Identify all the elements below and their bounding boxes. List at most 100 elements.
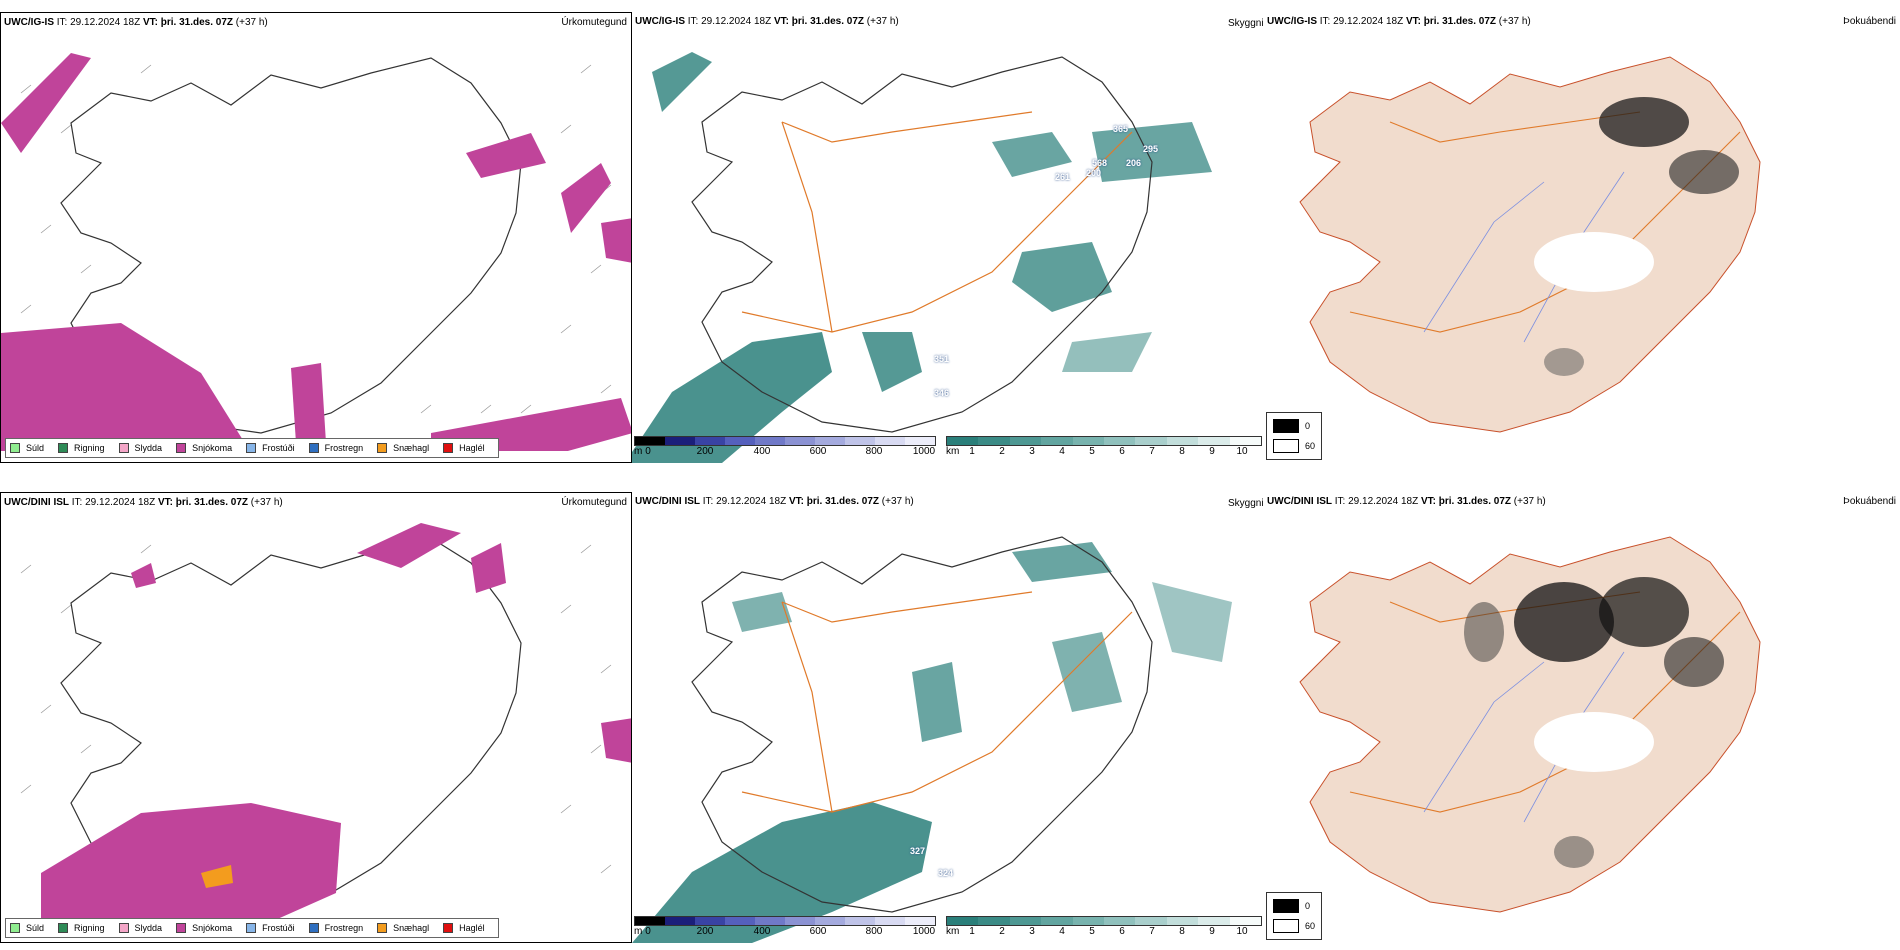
fog-legend-row: 60 — [1273, 439, 1315, 453]
legend-swatch — [118, 923, 129, 933]
tick-label: 5 — [1089, 926, 1095, 937]
legend-label: Haglél — [459, 443, 485, 453]
fog-map — [1299, 536, 1761, 913]
visibility-bar — [946, 916, 1262, 926]
iceland-coastline — [60, 57, 522, 434]
precip-legend: Súld Rigning Slydda Snjókoma Frostúði Fr… — [5, 918, 499, 938]
legend-swatch — [58, 923, 69, 933]
panel-title: Úrkomutegund — [561, 497, 627, 508]
legend-label: Snjókoma — [192, 443, 233, 453]
legend-swatch — [377, 923, 388, 933]
model-name: UWC/IG-IS — [635, 16, 685, 27]
legend-item-snow-pellets: Snæhagl — [377, 443, 429, 453]
river-network — [1423, 171, 1625, 343]
panel-header: UWC/IG-IS IT: 29.12.2024 18Z VT: þri. 31… — [635, 16, 899, 27]
vt-label: VT: — [157, 497, 173, 508]
fog-legend-row: 60 — [1273, 919, 1315, 933]
precip-type-panel: UWC/DINI ISL IT: 29.12.2024 18Z VT: þri.… — [0, 492, 632, 943]
legend-label: Frostúði — [262, 443, 295, 453]
fog-legend-row: 0 — [1273, 419, 1310, 433]
legend-item-drizzle: Súld — [10, 443, 44, 453]
tick-label: 7 — [1149, 446, 1155, 457]
vt-value: þri. 31.des. 07Z — [806, 496, 880, 507]
legend-swatch — [176, 443, 187, 453]
legend-label: Haglél — [459, 923, 485, 933]
legend-item-hail: Haglél — [443, 443, 485, 453]
legend-label: Súld — [26, 923, 45, 933]
iceland-land — [1299, 56, 1761, 433]
it-label: IT: — [1319, 16, 1331, 27]
legend-label: Frostregn — [324, 923, 364, 933]
tick-label: 200 — [696, 926, 714, 937]
cloud-label: 365 — [1113, 124, 1129, 134]
cloud-base-ticks: m 0 200 400 600 800 1000 — [634, 926, 936, 938]
legend-label: Frostúði — [262, 923, 295, 933]
cloud-visibility-panel: UWC/IG-IS IT: 29.12.2024 18Z VT: þri. 31… — [632, 12, 1264, 463]
legend-item-drizzle: Súld — [10, 923, 44, 933]
cloud-label: 206 — [1126, 158, 1142, 168]
panel-header: UWC/IG-IS IT: 29.12.2024 18Z VT: þri. 31… — [4, 17, 268, 28]
legend-item-freezing-drizzle: Frostúði — [246, 443, 295, 453]
river-network — [1423, 651, 1625, 823]
legend-swatch — [176, 923, 187, 933]
it-value: 29.12.2024 18Z — [85, 497, 156, 508]
vt-value: þri. 31.des. 07Z — [175, 497, 249, 508]
it-label: IT: — [56, 17, 68, 28]
visibility-bar — [946, 436, 1262, 446]
tick-label: 9 — [1209, 926, 1215, 937]
fog-indicator-panel: UWC/IG-IS IT: 29.12.2024 18Z VT: þri. 31… — [1264, 12, 1900, 463]
fog-legend-swatch — [1273, 419, 1299, 433]
legend-label: Rigning — [74, 923, 105, 933]
vt-label: VT: — [773, 16, 789, 27]
legend-swatch — [308, 443, 319, 453]
iceland-coastline — [691, 536, 1153, 913]
panel-title: Þokuábendi — [1843, 16, 1896, 27]
cloud-base-unit: m — [634, 446, 643, 457]
tick-label: 10 — [1236, 446, 1248, 457]
tick-label: 7 — [1149, 926, 1155, 937]
tick-label: 1000 — [912, 446, 936, 457]
model-name: UWC/IG-IS — [4, 17, 54, 28]
fog-legend-swatch — [1273, 919, 1299, 933]
precip-legend: Súld Rigning Slydda Snjókoma Frostúði Fr… — [5, 438, 499, 458]
visibility-scale: km 1 2 3 4 5 6 7 8 9 10 — [946, 916, 1262, 938]
legend-item-sleet: Slydda — [118, 443, 162, 453]
tick-label: 8 — [1179, 446, 1185, 457]
cloud-label: 568 — [1092, 158, 1108, 168]
fog-legend: 0 60 — [1266, 412, 1322, 460]
tick-label: 1000 — [912, 926, 936, 937]
cloud-base-ticks: m 0 200 400 600 800 1000 — [634, 446, 936, 458]
tick-label: 5 — [1089, 446, 1095, 457]
fog-legend: 0 60 — [1266, 892, 1322, 940]
cloud-base-scale: m 0 200 400 600 800 1000 — [634, 916, 936, 938]
wind-barbs — [20, 64, 612, 414]
fog-legend-label: 60 — [1305, 441, 1316, 451]
visibility-unit: km — [946, 926, 960, 937]
vt-label: VT: — [1420, 496, 1436, 507]
fog-legend-swatch — [1273, 439, 1299, 453]
legend-item-rain: Rigning — [58, 923, 105, 933]
cloud-map — [632, 536, 1232, 943]
legend-label: Rigning — [74, 443, 105, 453]
legend-label: Snjókoma — [192, 923, 233, 933]
vt-value: þri. 31.des. 07Z — [160, 17, 234, 28]
cloud-base-bar — [634, 916, 936, 926]
legend-label: Súld — [26, 443, 45, 453]
tick-label: 4 — [1059, 926, 1065, 937]
tick-label: 200 — [696, 446, 714, 457]
cloud-label: 295 — [1143, 144, 1159, 154]
legend-item-snow: Snjókoma — [176, 923, 232, 933]
vt-value: þri. 31.des. 07Z — [1438, 496, 1512, 507]
legend-swatch — [443, 443, 454, 453]
fog-indicator-panel: UWC/DINI ISL IT: 29.12.2024 18Z VT: þri.… — [1264, 492, 1900, 943]
tick-label: 1 — [969, 926, 975, 937]
legend-item-sleet: Slydda — [118, 923, 162, 933]
tick-label: 3 — [1029, 446, 1035, 457]
legend-item-freezing-drizzle: Frostúði — [246, 923, 295, 933]
it-value: 29.12.2024 18Z — [716, 496, 787, 507]
panel-header: UWC/DINI ISL IT: 29.12.2024 18Z VT: þri.… — [1267, 496, 1546, 507]
cloud-visibility-panel: UWC/DINI ISL IT: 29.12.2024 18Z VT: þri.… — [632, 492, 1264, 943]
visibility-unit: km — [946, 446, 960, 457]
legend-label: Frostregn — [324, 443, 364, 453]
panel-title: Skyggni — [1228, 18, 1264, 29]
